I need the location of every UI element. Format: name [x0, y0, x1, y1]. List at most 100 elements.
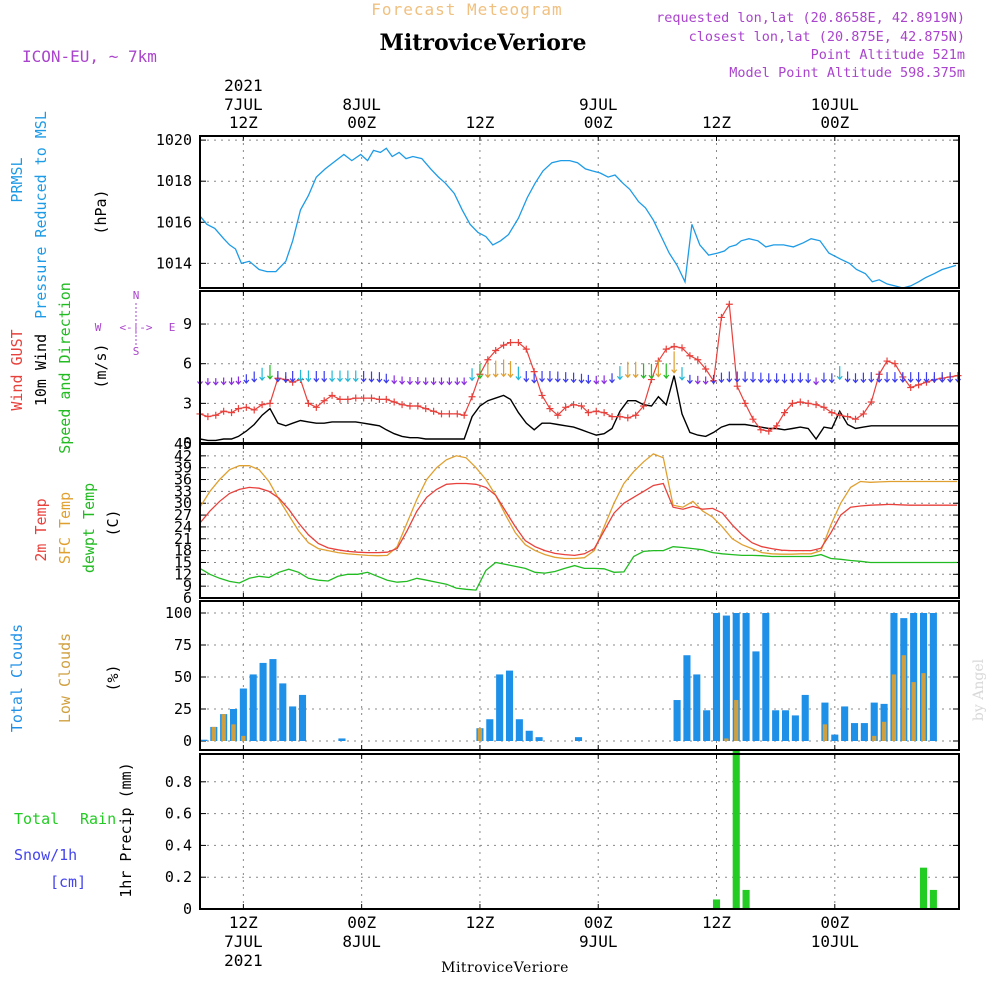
gust-marker [686, 352, 694, 360]
total-cloud-bar [505, 670, 514, 741]
gust-marker [336, 395, 344, 403]
gust-marker [220, 407, 228, 415]
gust-marker [867, 398, 875, 406]
credit-watermark: by Angel [971, 658, 987, 721]
total-cloud-bar [742, 613, 750, 741]
gust-marker [304, 399, 312, 407]
wind-arrow [876, 372, 883, 383]
wind-arrow [655, 360, 662, 378]
total-cloud-bar [841, 706, 849, 741]
wind-arrow [321, 371, 328, 383]
clouds-label-low: Low Clouds [56, 633, 74, 723]
y-tick-label: 1018 [156, 172, 192, 190]
y-tick-label: 1020 [156, 131, 192, 149]
compass-s: S [133, 345, 140, 358]
panel-0-grid [242, 136, 836, 288]
top-axis-date: 8JUL [342, 95, 381, 114]
bottom-axis-hour: 00Z [820, 913, 849, 932]
total-cloud-bar [338, 738, 346, 741]
y-tick-label: 21 [174, 530, 192, 548]
total-cloud-bar [574, 737, 583, 741]
gust-marker [228, 409, 236, 417]
wind-arrow [797, 372, 804, 384]
y-tick-label: 12 [174, 565, 192, 583]
total-cloud-bar [525, 730, 533, 741]
wind-arrow [360, 371, 367, 383]
wind-arrow [820, 372, 827, 384]
wind-arrow [391, 375, 398, 385]
gust-marker [344, 395, 352, 403]
clouds-label-total: Total Clouds [8, 624, 26, 732]
gust-marker [812, 401, 820, 409]
gust-marker [624, 414, 632, 422]
total-cloud-bar [732, 613, 740, 741]
wind-arrow [765, 373, 772, 384]
gust-marker [507, 339, 514, 347]
y-tick-label: 42 [174, 447, 192, 465]
gust-marker [678, 344, 686, 352]
total-cloud-bar [239, 688, 247, 741]
model-altitude: Model Point Altitude 598.375m [729, 65, 965, 81]
total-cloud-bar [279, 683, 287, 741]
gust-marker [375, 395, 383, 403]
total-cloud-bar [781, 710, 790, 741]
gust-marker [891, 360, 899, 368]
wind-arrow [274, 371, 281, 383]
y-tick-label: 6 [183, 355, 192, 373]
gust-marker [500, 341, 508, 349]
wind-arrow [313, 371, 320, 383]
wind-arrow [593, 375, 600, 385]
wind-arrow [243, 374, 250, 384]
total-cloud-bar [515, 719, 523, 741]
gust-marker [757, 426, 765, 434]
y-tick-label: 6 [183, 589, 192, 607]
bottom-axis-date: 9JUL [579, 932, 618, 951]
gust-marker [562, 403, 570, 411]
wind-arrow [454, 377, 461, 386]
gust-marker [554, 411, 562, 419]
low-cloud-bar [734, 700, 739, 741]
top-axis-hour: 12Z [465, 113, 494, 132]
pressure-label-full: Pressure Reduced to MSL [32, 111, 50, 319]
wind-arrow [251, 371, 258, 383]
wind-arrow [562, 372, 569, 383]
wind-arrow [289, 371, 296, 383]
gust-marker [406, 402, 414, 410]
wind-arrow [734, 371, 741, 383]
panel-frame [199, 600, 960, 751]
gust-marker [453, 410, 461, 418]
y-tick-label: 24 [174, 518, 192, 536]
wind-arrow [923, 372, 930, 383]
wind-arrow [616, 366, 623, 381]
y-tick-label: 33 [174, 482, 192, 500]
total-cloud-bar [772, 710, 780, 741]
wind-arrow [422, 377, 429, 386]
panel-4-grid [242, 754, 836, 909]
total-cloud-bars [200, 613, 937, 741]
gust-marker [360, 394, 368, 402]
low-cloud-bar [911, 682, 916, 741]
gust-marker [820, 403, 828, 411]
wind-arrow [947, 372, 954, 383]
total-cloud-bar [929, 613, 937, 741]
top-axis-hour: 00Z [584, 113, 613, 132]
y-tick-label: 1016 [156, 213, 192, 231]
wind-arrow [414, 377, 421, 386]
gust-marker [702, 365, 710, 373]
gust-marker [266, 399, 274, 407]
total-cloud-bar [712, 613, 721, 741]
total-cloud-bar [870, 702, 878, 741]
precip-label-cm: [cm] [50, 873, 86, 891]
gust-marker [204, 413, 212, 421]
gust-marker [234, 405, 242, 413]
wind-arrow [259, 367, 266, 381]
wind-arrow [484, 361, 491, 379]
compass-rose: NSW E<-|-> [95, 289, 176, 358]
top-axis-hour: 00Z [347, 113, 376, 132]
wind-arrow [915, 372, 922, 383]
point-altitude: Point Altitude 521m [811, 47, 965, 63]
wind-arrow [601, 375, 608, 385]
total-cloud-bar [850, 723, 859, 741]
total-cloud-bar [831, 734, 839, 741]
